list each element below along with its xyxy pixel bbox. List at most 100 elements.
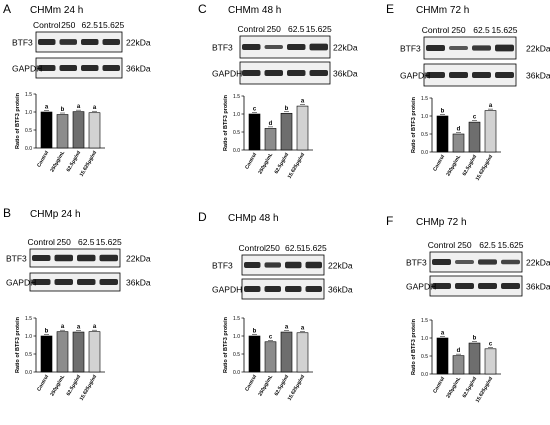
blot-size: 22kDa: [126, 254, 151, 264]
blot-size: 22kDa: [126, 38, 151, 48]
significance-letter: a: [77, 104, 81, 110]
bar: [436, 337, 449, 375]
bar: [40, 111, 53, 149]
bar: [264, 341, 277, 373]
significance-letter: a: [489, 103, 493, 109]
panel-letter: F: [386, 214, 393, 228]
blot-band: [264, 45, 283, 49]
y-tick-label: 1.5: [233, 94, 240, 100]
y-tick-label: 1.5: [421, 96, 428, 102]
x-tick-label: Control: [432, 375, 446, 394]
panel-letter: C: [198, 2, 207, 16]
blot-size: 36kDa: [333, 69, 358, 79]
blot-membrane: [239, 35, 331, 59]
significance-letter: a: [93, 105, 97, 111]
bar: [296, 105, 309, 151]
significance-letter: a: [301, 99, 305, 105]
x-tick-label: Control: [36, 149, 50, 168]
blot-band: [244, 262, 261, 268]
blot-band: [305, 286, 322, 292]
bar: [296, 332, 309, 373]
blot-membrane: [29, 248, 121, 268]
x-tick-label: 62.5μg/ml: [461, 375, 478, 399]
panel-title: CHMp 72 h: [416, 217, 467, 228]
significance-letter: b: [61, 107, 65, 113]
blot-band: [309, 43, 328, 51]
lane-label: 15.625: [96, 237, 122, 247]
y-tick-label: 1.0: [233, 112, 240, 118]
x-tick-label: Control: [244, 373, 258, 392]
blot-band: [59, 39, 77, 45]
x-tick-label: 62.5μg/ml: [65, 149, 82, 173]
y-tick-label: 1.0: [421, 336, 428, 342]
bar: [452, 133, 465, 153]
blot-band: [432, 283, 451, 289]
blot-band: [244, 286, 261, 292]
significance-letter: a: [441, 331, 445, 337]
lane-label: Control: [238, 24, 266, 34]
x-tick-label: 250μg/mL: [445, 376, 462, 399]
panel-title: CHMp 48 h: [228, 213, 279, 224]
blot-band: [99, 279, 118, 285]
x-tick-label: Control: [244, 151, 258, 170]
x-tick-label: 250μg/mL: [257, 152, 274, 175]
blot-band: [432, 259, 451, 265]
bar: [280, 331, 293, 373]
significance-letter: a: [45, 105, 49, 111]
x-tick-label: 250μg/mL: [49, 374, 66, 397]
blot-band: [102, 39, 120, 45]
blot-band: [264, 70, 283, 76]
lane-label: Control: [422, 25, 450, 35]
significance-letter: b: [45, 329, 49, 335]
blot-size: 36kDa: [328, 285, 353, 295]
blot-label: BTF3: [212, 43, 233, 53]
lane-label: 15.625: [301, 243, 327, 253]
bar: [452, 355, 465, 375]
blot-band: [54, 279, 73, 285]
lane-label: 15.625: [492, 25, 518, 35]
y-tick-label: 0.0: [233, 370, 240, 376]
y-tick-label: 1.0: [421, 114, 428, 120]
y-tick-label: 0.5: [233, 352, 240, 358]
y-tick-label: 1.0: [25, 110, 32, 116]
blot-band: [478, 259, 497, 265]
panel-letter: E: [386, 2, 394, 16]
blot-band: [285, 261, 302, 269]
bar: [484, 110, 497, 153]
lane-label: 15.625: [98, 20, 124, 30]
blot-membrane: [429, 251, 523, 273]
bar: [88, 331, 101, 373]
blot-size: 22kDa: [526, 44, 550, 54]
blot-band: [102, 65, 120, 71]
blot-band: [285, 286, 302, 292]
blot-label: BTF3: [6, 254, 27, 264]
blot-label: GAPDH: [212, 69, 242, 79]
y-tick-label: 1.5: [25, 92, 32, 98]
bar: [56, 114, 69, 149]
blot-size: 36kDa: [126, 64, 151, 74]
lane-label: 15.625: [306, 24, 332, 34]
bar: [264, 128, 277, 151]
significance-letter: a: [61, 324, 65, 330]
blot-membrane: [241, 254, 325, 276]
bar: [468, 342, 481, 375]
y-axis-label: Ratio of BTF3 protein: [223, 94, 229, 151]
blot-membrane: [423, 63, 517, 87]
bar: [40, 335, 53, 373]
blot-band: [449, 46, 468, 50]
y-tick-label: 0.5: [25, 352, 32, 358]
significance-letter: c: [269, 334, 273, 340]
significance-letter: c: [473, 115, 477, 121]
lane-label: 62.5: [78, 237, 95, 247]
lane-label: 250: [457, 240, 471, 250]
bar: [436, 115, 449, 153]
blot-band: [449, 72, 468, 78]
blot-membrane: [241, 278, 325, 300]
lane-label: 250: [57, 237, 71, 247]
x-tick-label: 250μg/mL: [257, 374, 274, 397]
lane-label: 250: [267, 24, 281, 34]
